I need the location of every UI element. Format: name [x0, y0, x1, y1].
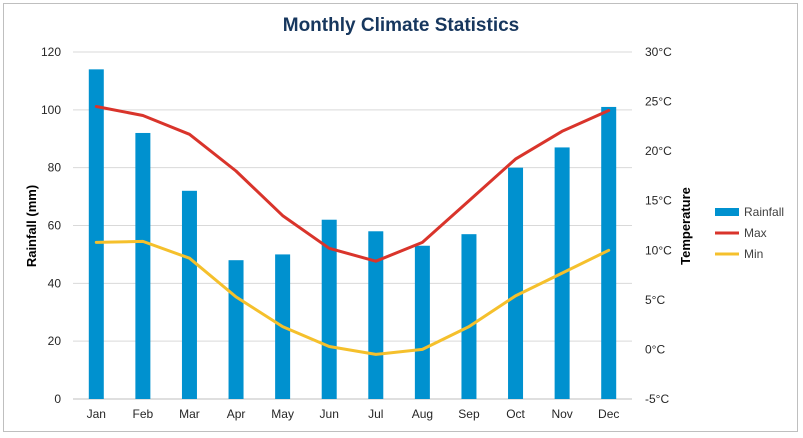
x-tick-label: Feb — [133, 407, 154, 421]
rainfall-bar — [461, 234, 477, 399]
rainfall-bar — [601, 106, 617, 400]
y2-tick-label: 15°C — [645, 194, 672, 208]
x-tick-label: Mar — [179, 407, 200, 421]
chart-title: Monthly Climate Statistics — [283, 15, 520, 36]
x-tick-label: Nov — [551, 407, 572, 421]
y-axis-title: Rainfall (mm) — [24, 185, 39, 267]
x-tick-label: Jan — [87, 407, 106, 421]
x-tick-label: Dec — [598, 407, 619, 421]
y2-tick-label: 5°C — [645, 293, 665, 307]
legend-swatch-rainfall — [715, 208, 739, 216]
x-tick-label: Apr — [227, 407, 246, 421]
rainfall-bar — [368, 231, 384, 399]
y2-tick-label: -5°C — [645, 392, 669, 406]
legend-label-min: Min — [744, 247, 763, 261]
y-tick-label: 20 — [48, 334, 62, 348]
rainfall-bars — [88, 69, 617, 400]
legend: Rainfall Max Min — [715, 205, 784, 261]
y-tick-label: 120 — [41, 45, 61, 59]
x-axis-ticks: Jan Feb Mar Apr May Jun Jul Aug Sep Oct Nov Dec — [87, 407, 620, 421]
y-tick-label: 40 — [48, 276, 62, 290]
rainfall-bar — [508, 167, 524, 399]
y2-tick-label: 20°C — [645, 144, 672, 158]
x-tick-label: May — [271, 407, 294, 421]
right-axis-ticks: -5°C 0°C 5°C 10°C 15°C 20°C 25°C 30°C — [645, 45, 672, 406]
y-tick-label: 60 — [48, 219, 62, 233]
y-tick-label: 80 — [48, 161, 62, 175]
max-line — [94, 105, 611, 263]
y2-tick-label: 25°C — [645, 95, 672, 109]
rainfall-bar — [228, 260, 244, 399]
y2-tick-label: 10°C — [645, 243, 672, 257]
rainfall-bar — [321, 219, 337, 399]
min-line — [94, 239, 611, 356]
x-tick-label: Jun — [320, 407, 339, 421]
left-axis-ticks: 0 20 40 60 80 100 120 — [41, 45, 61, 406]
y2-tick-label: 0°C — [645, 342, 665, 356]
x-tick-label: Aug — [412, 407, 433, 421]
y2-axis-title: Temperature — [678, 187, 693, 265]
temperature-lines — [94, 105, 611, 356]
x-tick-label: Jul — [368, 407, 383, 421]
rainfall-bar — [88, 69, 104, 399]
y-tick-label: 100 — [41, 103, 61, 117]
y-tick-label: 0 — [54, 392, 61, 406]
y2-tick-label: 30°C — [645, 45, 672, 59]
rainfall-bar — [414, 245, 430, 399]
legend-label-max: Max — [744, 226, 767, 240]
x-tick-label: Sep — [458, 407, 480, 421]
gridlines — [73, 51, 632, 400]
x-tick-label: Oct — [506, 407, 525, 421]
rainfall-bar — [181, 190, 197, 399]
legend-label-rainfall: Rainfall — [744, 205, 784, 219]
rainfall-bar — [135, 132, 151, 399]
